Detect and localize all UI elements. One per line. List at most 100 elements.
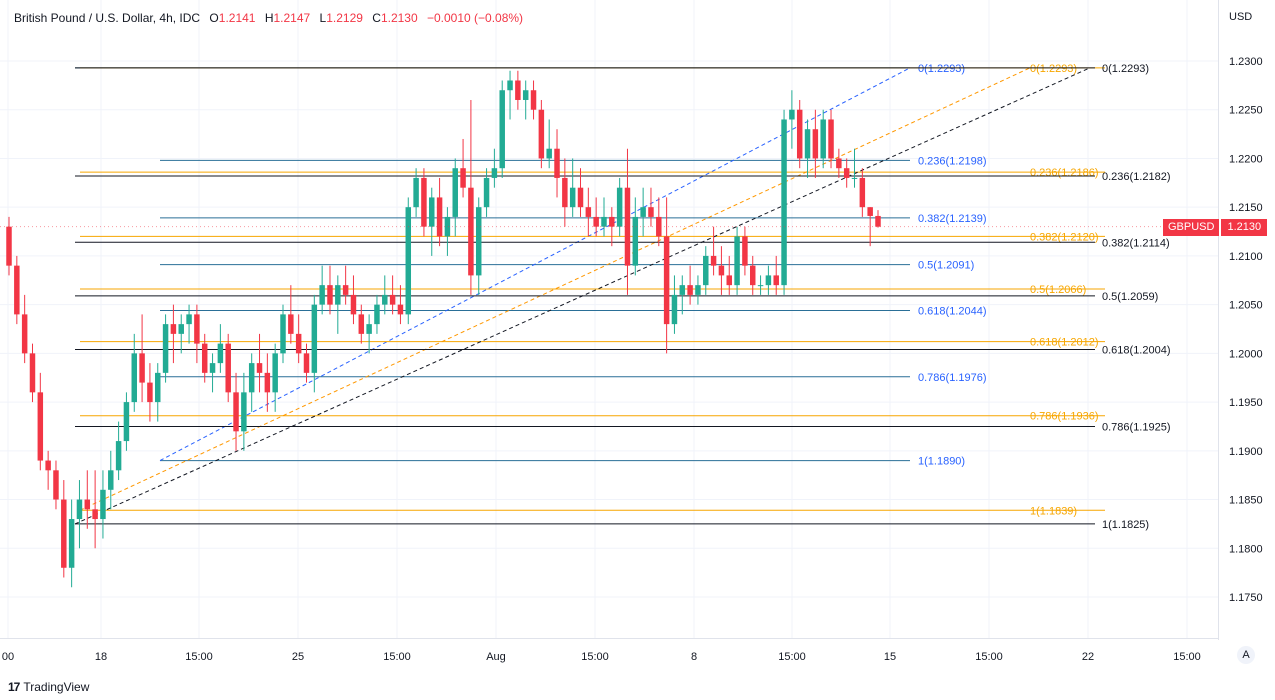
candle [475,197,482,295]
candle-body [875,215,881,227]
candle [515,70,521,110]
candle-body [155,372,161,403]
candle-body [546,148,552,159]
candle-body [108,470,114,490]
candle [405,197,412,325]
candle-body [460,168,466,188]
candle [538,99,545,169]
candle [233,372,239,451]
candle-body [68,519,75,568]
candle [335,275,341,334]
candle-body [828,119,834,159]
candle [742,226,748,276]
candle-body [123,402,130,442]
currency-label: USD [1229,11,1253,23]
candle-body [280,314,286,354]
candle [319,265,325,315]
candle-body [225,343,231,393]
candle-body [209,363,216,373]
candle [280,304,286,364]
open-label: O [209,11,219,25]
high-label: H [264,11,274,25]
candle [546,119,552,169]
candle-body [781,119,787,286]
candle-body [29,353,36,393]
candle [201,333,208,383]
candle-body [264,372,271,393]
price-tick-label: 1.1900 [1229,446,1263,458]
candle-body [632,216,639,266]
candle-body [836,158,842,169]
time-tick-label: 15 [884,651,896,663]
candle-body [342,285,349,295]
candle-body [444,216,451,237]
candle-body [335,285,341,305]
candle [695,275,701,305]
candle-body [562,177,568,208]
candle-body [272,353,278,393]
candle [875,210,881,228]
candle-body [749,265,756,286]
candle-body [21,314,28,354]
symbol-description: British Pound / U.S. Dollar, 4h, IDC [14,11,201,25]
candle [147,363,153,422]
candle-body [61,499,67,568]
time-tick-label: 25 [292,651,304,663]
candle-body [843,168,850,178]
auto-scale-button[interactable]: A [1237,646,1255,664]
candle [632,197,639,276]
open-value: 1.2141 [218,11,256,25]
candle [828,109,834,169]
candle [773,255,779,295]
candle-body [53,470,59,500]
candle-body [679,285,686,295]
candle-body [397,304,404,315]
candle-body [624,187,631,266]
candle [522,80,529,120]
low-value: 1.2129 [326,11,363,25]
candle [765,265,772,295]
fib-level-label: 0.618(1.2004) [1102,344,1171,356]
candle-body [687,285,693,295]
price-axis: 1.2300 1.2250 1.2200 1.2150 1.2100 1.2050 1.20… [1218,0,1263,640]
candle [288,285,294,344]
fib-level-label: 1(1.1825) [1102,519,1149,531]
candle-body [601,216,607,227]
candle-body [452,168,458,217]
candle [155,363,161,422]
time-tick-label: Aug [486,651,506,663]
candle [703,246,709,295]
candle [436,177,443,247]
candle [601,197,607,237]
price-tick-label: 1.2100 [1229,251,1263,263]
candle-body [859,177,866,208]
candle-body [405,207,412,315]
candle [194,304,200,364]
fib-level-label: 1(1.1839) [1030,505,1077,517]
candle [616,177,623,237]
candle-body [233,392,239,432]
price-tick-label: 1.2200 [1229,153,1263,165]
candle-body [475,207,482,276]
price-tick-label: 1.1850 [1229,495,1263,507]
candle-body [421,177,427,227]
tradingview-branding[interactable]: 17 TradingView [8,680,89,694]
candle [843,158,850,188]
candle [679,275,686,315]
candle [656,197,662,247]
fib-level-label: 0.786(1.1936) [1030,411,1099,423]
candle-body [319,285,325,305]
candle [718,246,725,295]
candle-body [382,294,388,305]
candle [648,187,654,227]
candle-body [789,109,795,120]
candle [444,207,451,256]
candle-body [703,255,709,286]
candle-body [217,343,224,364]
fib-level-label: 0(1.2293) [918,63,965,75]
low-label: L [319,11,327,25]
candle-body [311,304,318,373]
candle [734,226,740,295]
fib-level-label: 0.618(1.2012) [1030,337,1099,349]
